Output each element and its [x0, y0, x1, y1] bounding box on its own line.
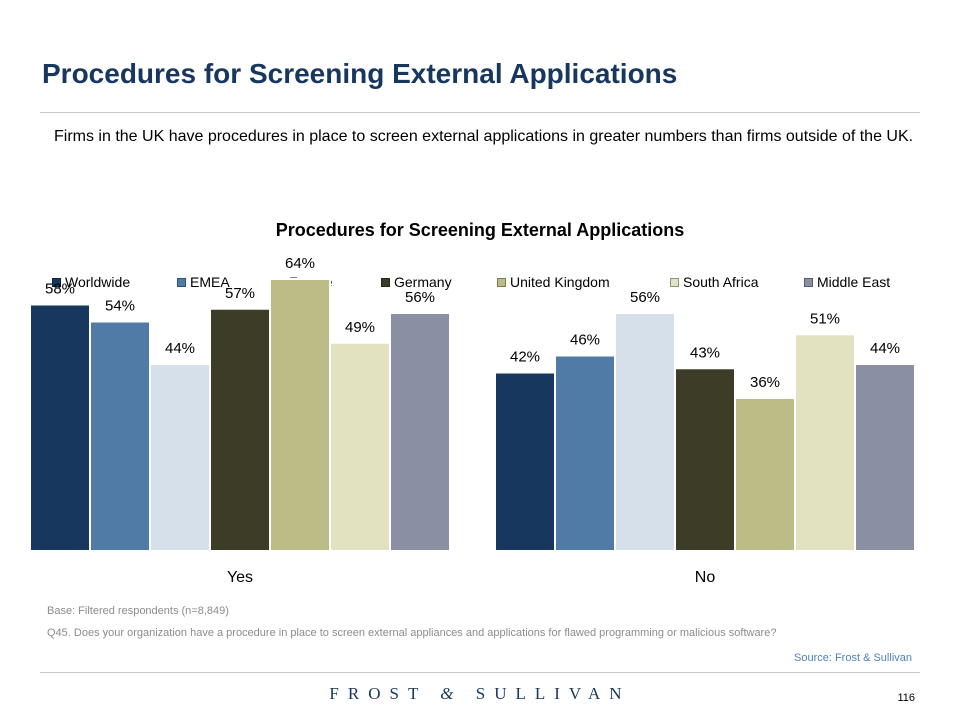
intro-text: Firms in the UK have procedures in place…: [54, 128, 914, 145]
data-label-yes-germany: 57%: [225, 285, 255, 302]
bar-yes-united-kingdom: [269, 278, 331, 552]
legend-swatch: [381, 277, 390, 287]
data-label-no-south-africa: 51%: [810, 310, 840, 327]
legend-swatch: [670, 277, 679, 287]
chart-title: Procedures for Screening External Applic…: [275, 220, 685, 240]
data-label-no-middle-east: 44%: [870, 340, 900, 357]
data-label-yes-emea: 54%: [105, 298, 135, 315]
footer-divider: [40, 672, 920, 673]
bar-no-france: [614, 312, 676, 552]
bar-no-emea: [554, 354, 616, 552]
page-number: 116: [897, 692, 915, 704]
bar-no-south-africa: [794, 333, 856, 552]
legend-item-worldwide: Worldwide: [52, 274, 130, 290]
data-label-yes-united-kingdom: 64%: [285, 255, 315, 272]
legend-swatch: [177, 277, 186, 287]
company-logo: FROST & SULLIVAN: [0, 684, 960, 704]
data-label-no-germany: 43%: [690, 344, 720, 361]
legend-label: EMEA: [190, 274, 230, 290]
bar-no-middle-east: [854, 363, 916, 552]
logo-amp: &: [440, 684, 463, 703]
bar-yes-germany: [209, 307, 271, 552]
category-label-yes: Yes: [227, 569, 253, 586]
legend-label: Worldwide: [65, 274, 131, 290]
legend-label: United Kingdom: [510, 274, 610, 290]
bar-no-worldwide: [494, 371, 556, 552]
legend-swatch: [52, 277, 61, 287]
data-label-yes-middle-east: 56%: [405, 289, 435, 306]
category-label-no: No: [695, 569, 716, 586]
legend-item-south-africa: South Africa: [670, 274, 759, 290]
legend-item-germany: Germany: [381, 274, 452, 290]
data-label-no-worldwide: 42%: [510, 349, 540, 366]
bar-no-germany: [674, 367, 736, 552]
legend-item-middle-east: Middle East: [804, 274, 890, 290]
bar-chart: 58% 54% 44% 57% 64% 49% 56% Yes 42% 46% 56% 43% 36% 5…: [29, 255, 916, 586]
page-title: Procedures for Screening External Applic…: [42, 58, 678, 89]
legend-swatch: [497, 277, 506, 287]
title-divider: [40, 112, 920, 113]
data-label-no-emea: 46%: [570, 332, 600, 349]
legend-label: Middle East: [817, 274, 891, 290]
bar-yes-worldwide: [29, 303, 91, 552]
legend-item-emea: EMEA: [177, 274, 230, 290]
legend-item-united-kingdom: United Kingdom: [497, 274, 610, 290]
bar-yes-emea: [89, 320, 151, 552]
bar-no-united-kingdom: [734, 397, 796, 552]
logo-left: FROST: [329, 684, 428, 703]
question-note: Q45. Does your organization have a proce…: [47, 627, 777, 639]
data-label-no-united-kingdom: 36%: [750, 374, 780, 391]
legend-swatch: [804, 277, 813, 287]
logo-right: SULLIVAN: [475, 684, 631, 703]
base-note: Base: Filtered respondents (n=8,849): [47, 605, 229, 617]
data-label-no-france: 56%: [630, 289, 660, 306]
data-label-yes-worldwide: 58%: [45, 281, 75, 298]
legend-label: Germany: [394, 274, 452, 290]
source-note: Source: Frost & Sullivan: [794, 652, 912, 664]
bar-yes-france: [149, 363, 211, 552]
data-label-yes-france: 44%: [165, 340, 195, 357]
bar-yes-middle-east: [389, 312, 451, 552]
bar-yes-south-africa: [329, 341, 391, 552]
legend-label: South Africa: [683, 274, 759, 290]
data-label-yes-south-africa: 49%: [345, 319, 375, 336]
